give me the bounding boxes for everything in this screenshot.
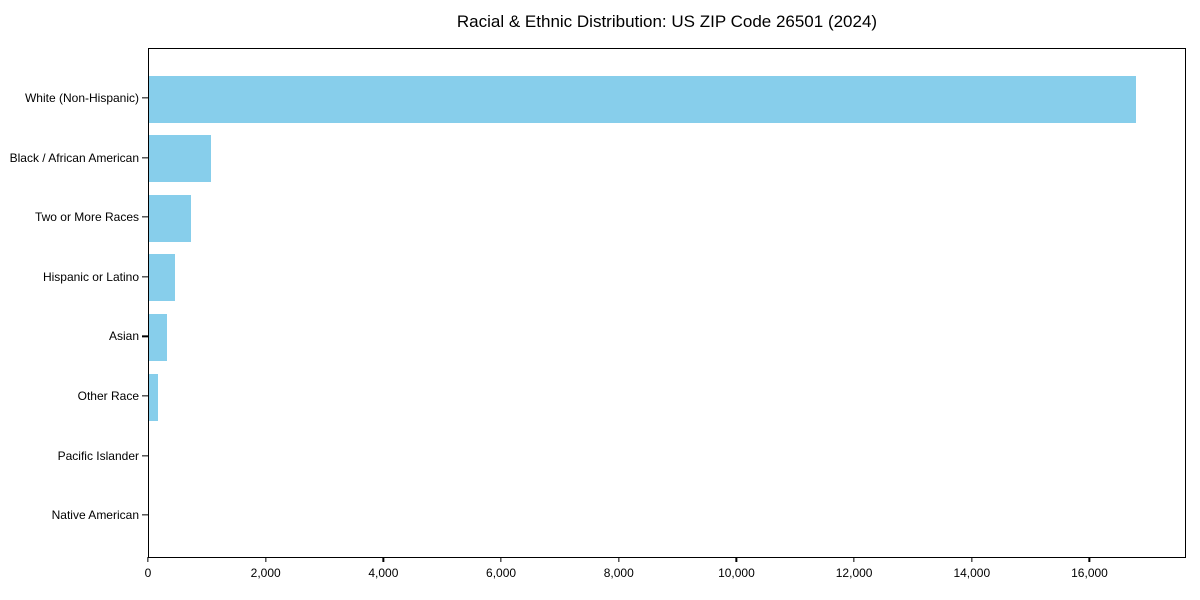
x-tick-label-4000: 4,000 — [368, 566, 399, 580]
bar-asian — [149, 313, 167, 361]
y-tick-label-asian: Asian — [108, 329, 139, 344]
y-tick-label-white-non-hispanic: White (Non-Hispanic) — [24, 91, 139, 105]
y-tick-mark — [142, 514, 148, 516]
x-tick-mark — [853, 557, 855, 562]
x-tick-label-0: 0 — [144, 566, 152, 580]
y-tick-mark — [142, 216, 148, 218]
y-tick-mark — [142, 276, 148, 278]
y-tick-mark — [142, 335, 148, 338]
x-tick-mark — [382, 557, 385, 562]
y-tick-mark — [142, 454, 148, 457]
plot-area — [148, 48, 1186, 558]
x-tick-mark — [147, 557, 149, 562]
y-tick-label-other-race: Other Race — [77, 389, 139, 403]
y-tick-mark — [142, 395, 148, 397]
x-tick-mark — [618, 557, 620, 562]
x-tick-mark — [500, 557, 502, 562]
y-tick-label-hispanic-or-latino: Hispanic or Latino — [42, 269, 139, 284]
x-tick-mark — [1088, 557, 1091, 562]
bar-other-race — [149, 373, 158, 421]
x-tick-label-12000: 12,000 — [835, 566, 873, 580]
x-tick-mark — [971, 557, 973, 562]
x-tick-label-14000: 14,000 — [953, 566, 991, 580]
bar-white-non-hispanic — [149, 75, 1136, 123]
chart-title: Racial & Ethnic Distribution: US ZIP Cod… — [456, 12, 878, 31]
y-tick-mark — [142, 97, 148, 99]
y-tick-label-black-african-american: Black / African American — [9, 150, 139, 165]
x-tick-mark — [735, 557, 738, 562]
x-tick-label-10000: 10,000 — [718, 566, 755, 580]
bar-hispanic-or-latino — [149, 254, 176, 302]
bar-black-african-american — [149, 135, 212, 183]
y-tick-label-native-american: Native American — [51, 508, 139, 523]
x-tick-label-6000: 6,000 — [486, 566, 517, 580]
x-tick-mark — [265, 557, 267, 562]
x-tick-label-2000: 2,000 — [250, 566, 281, 580]
y-tick-label-pacific-islander: Pacific Islander — [57, 448, 139, 463]
x-tick-label-16000: 16,000 — [1071, 566, 1108, 580]
y-tick-label-two-or-more-races: Two or More Races — [34, 210, 139, 225]
x-tick-label-8000: 8,000 — [603, 566, 634, 580]
y-tick-mark — [142, 156, 148, 159]
bar-two-or-more-races — [149, 194, 191, 242]
